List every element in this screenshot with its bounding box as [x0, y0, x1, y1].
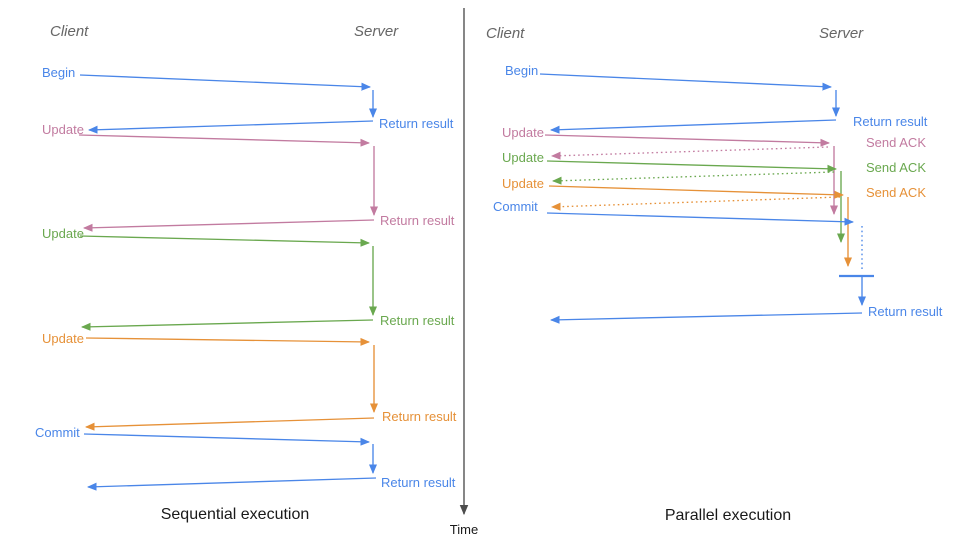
response-arrow — [549, 312, 863, 324]
time-axis-label: Time — [450, 522, 478, 537]
sequential-diagram: Client Server Begin Return result Update… — [35, 23, 457, 523]
response-label: Return result — [380, 313, 455, 328]
response-label: Send ACK — [866, 185, 926, 200]
response-arrow — [82, 219, 375, 232]
response-label: Return result — [381, 475, 456, 490]
sequential-step-begin: Begin Return result — [42, 65, 454, 134]
message-label: Update — [502, 150, 544, 165]
response-arrow — [80, 319, 374, 331]
response-arrow — [84, 417, 375, 431]
parallel-step-commit: Commit Return result — [493, 199, 943, 324]
parallel-server-label: Server — [819, 25, 864, 42]
ack-arrow — [551, 171, 835, 185]
time-axis: Time — [450, 8, 478, 537]
parallel-step-update-3: Update Send ACK — [502, 176, 926, 268]
response-arrow — [87, 120, 374, 134]
sequential-server-label: Server — [354, 23, 399, 40]
request-arrow — [546, 160, 838, 173]
parallel-step-begin: Begin Return result — [505, 63, 928, 134]
message-label: Commit — [35, 425, 80, 440]
response-arrow — [549, 119, 837, 134]
ack-arrow — [550, 196, 841, 211]
sequential-step-update-3: Update Return result — [42, 331, 457, 431]
message-label: Begin — [42, 65, 75, 80]
parallel-title: Parallel execution — [665, 507, 791, 524]
response-label: Send ACK — [866, 160, 926, 175]
parallel-step-update-2: Update Send ACK — [502, 150, 926, 244]
sequential-step-commit: Commit Return result — [35, 425, 456, 491]
message-label: Update — [502, 125, 544, 140]
response-label: Return result — [379, 116, 454, 131]
message-label: Update — [42, 226, 84, 241]
message-label: Update — [42, 331, 84, 346]
ack-arrow — [550, 146, 829, 160]
request-arrow — [546, 212, 855, 226]
request-arrow — [78, 134, 371, 147]
message-label: Update — [42, 122, 84, 137]
response-label: Return result — [868, 304, 943, 319]
response-arrow — [86, 477, 377, 491]
message-label: Begin — [505, 63, 538, 78]
parallel-client-label: Client — [486, 25, 525, 42]
message-label: Update — [502, 176, 544, 191]
request-arrow — [79, 74, 372, 91]
message-label: Commit — [493, 199, 538, 214]
response-label: Send ACK — [866, 135, 926, 150]
request-arrow — [85, 337, 371, 346]
sequential-title: Sequential execution — [161, 506, 310, 523]
request-arrow — [79, 235, 371, 247]
request-arrow — [83, 433, 371, 446]
request-arrow — [544, 134, 831, 147]
sequential-step-update-1: Update Return result — [42, 122, 455, 232]
parallel-step-update-1: Update Send ACK — [502, 125, 926, 216]
parallel-diagram: Client Server Begin Return result Update… — [486, 25, 943, 524]
request-arrow — [548, 185, 845, 199]
sequential-step-update-2: Update Return result — [42, 226, 455, 331]
response-label: Return result — [853, 114, 928, 129]
response-label: Return result — [382, 409, 457, 424]
response-label: Return result — [380, 213, 455, 228]
sequential-client-label: Client — [50, 23, 89, 40]
request-arrow — [539, 73, 833, 91]
